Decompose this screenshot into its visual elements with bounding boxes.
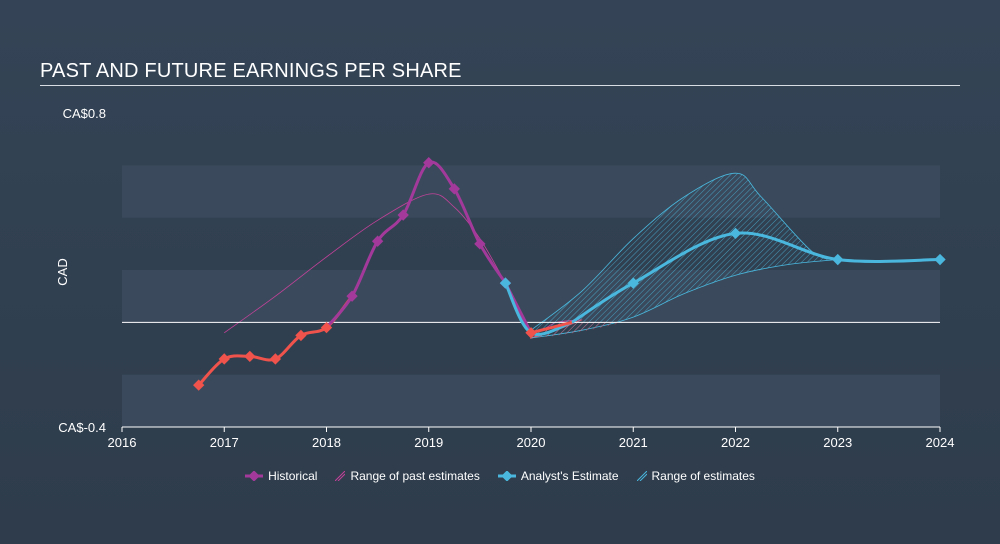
series-markers xyxy=(193,157,946,391)
historical-point xyxy=(474,238,486,250)
estimate-range-swatch-icon xyxy=(636,471,647,481)
x-tick-label: 2021 xyxy=(619,435,648,450)
x-tick-label: 2019 xyxy=(414,435,443,450)
historical-point xyxy=(397,209,409,221)
x-tick-label: 2022 xyxy=(721,435,750,450)
estimate-point xyxy=(729,227,742,240)
analyst-swatch-icon xyxy=(497,471,516,481)
legend-analyst[interactable]: Analyst's Estimate xyxy=(497,469,619,483)
legend-estimate-range[interactable]: Range of estimates xyxy=(636,469,755,483)
x-tick-label: 2024 xyxy=(926,435,955,450)
x-tick-label: 2020 xyxy=(517,435,546,450)
legend-analyst-label: Analyst's Estimate xyxy=(520,469,619,483)
legend: Historical Range of past estimates Analy… xyxy=(0,469,1000,483)
y-axis-label: CAD xyxy=(55,258,70,285)
estimate-point xyxy=(832,253,844,266)
historical-point xyxy=(244,350,256,363)
historical-point xyxy=(320,321,333,334)
historical-point xyxy=(269,353,282,365)
historical-point xyxy=(371,235,384,247)
estimate-range-upper-line xyxy=(530,172,838,331)
legend-historical-label: Historical xyxy=(268,469,318,483)
historical-point xyxy=(295,329,307,342)
historical-swatch-icon xyxy=(245,471,264,481)
legend-historical[interactable]: Historical xyxy=(245,469,317,483)
x-tick-label: 2023 xyxy=(823,435,852,450)
estimate-point xyxy=(499,277,512,289)
grid-band xyxy=(122,270,940,323)
historical-point xyxy=(346,290,358,302)
estimate-point xyxy=(627,277,639,289)
y-tick-label-top: CA$0.8 xyxy=(63,106,106,121)
title-divider xyxy=(40,85,960,86)
historical-point xyxy=(525,327,537,339)
legend-past-range-label: Range of past estimates xyxy=(350,469,480,483)
past-estimate-range-area xyxy=(531,322,624,339)
chart-title: PAST AND FUTURE EARNINGS PER SHARE xyxy=(40,60,462,82)
historical-positive-line xyxy=(325,160,507,329)
grid-band xyxy=(122,165,940,218)
grid-bands xyxy=(122,165,940,427)
past-range-swatch-icon xyxy=(335,471,346,481)
x-tick-label: 2017 xyxy=(210,435,239,450)
x-tick-label: 2016 xyxy=(108,435,137,450)
grid-band xyxy=(122,374,940,427)
historical-point xyxy=(218,353,230,365)
estimate-point xyxy=(934,253,946,266)
historical-point xyxy=(423,157,435,169)
historical-point xyxy=(193,379,205,391)
legend-past-range[interactable]: Range of past estimates xyxy=(335,469,480,483)
axes: 2016 2017 2018 2019 2020 2021 2022 2023 2024 CA$0… xyxy=(55,106,954,450)
historical-point xyxy=(448,183,460,195)
x-tick-label: 2018 xyxy=(312,435,341,450)
legend-estimate-range-label: Range of estimates xyxy=(651,469,755,483)
y-tick-label-bottom: CA$-0.4 xyxy=(58,420,106,435)
